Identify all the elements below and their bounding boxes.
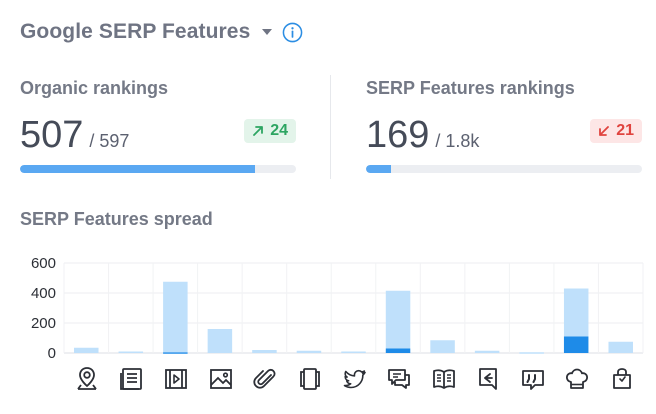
organic-delta-value: 24	[270, 122, 288, 139]
info-icon[interactable]	[282, 22, 303, 43]
y-tick-label: 600	[31, 255, 56, 272]
serp-rankings-total: / 1.8k	[435, 131, 480, 151]
bar-top-stories-total[interactable]	[118, 351, 144, 354]
recipes-icon[interactable]	[560, 362, 594, 396]
widget-header: Google SERP Features	[20, 20, 303, 44]
organic-rankings-card: Organic rankings 507/ 597 24	[20, 78, 296, 173]
serp-feature-icon-row	[0, 362, 656, 398]
organic-rankings-label: Organic rankings	[20, 78, 169, 98]
organic-progress-fill	[20, 165, 255, 173]
bar-reviews-total[interactable]	[519, 352, 544, 354]
organic-rankings-total: / 597	[89, 131, 130, 151]
reviews-icon[interactable]	[516, 362, 550, 396]
bar-videos-owned[interactable]	[163, 352, 188, 354]
sitelinks-icon[interactable]	[248, 362, 282, 396]
bar-recipes-owned[interactable]	[563, 336, 589, 354]
knowledge-panel-icon[interactable]	[293, 362, 327, 396]
chevron-down-icon[interactable]	[262, 29, 273, 35]
organic-rankings-value: 507	[20, 114, 84, 156]
y-tick-label: 200	[31, 315, 56, 332]
bar-recipes-total[interactable]	[563, 288, 589, 337]
bar-sitelinks-total[interactable]	[252, 350, 277, 353]
serp-progress-fill	[366, 165, 391, 173]
serp-progress-track	[366, 165, 642, 173]
serp-delta-value: 21	[616, 122, 634, 139]
divider	[330, 75, 331, 179]
serp-delta-badge: 21	[590, 119, 642, 143]
bar-twitter-total[interactable]	[341, 351, 366, 354]
people-also-ask-icon[interactable]	[382, 362, 416, 396]
serp-features-chart: 600 400 200 0	[31, 255, 644, 360]
y-tick-label: 0	[48, 345, 56, 360]
widget-title[interactable]: Google SERP Features	[20, 20, 251, 43]
image-icon[interactable]	[204, 362, 238, 396]
bar-shopping-total[interactable]	[608, 341, 633, 353]
arrow-down-left-icon	[599, 126, 610, 136]
bar-thumbnail-total[interactable]	[474, 350, 500, 353]
y-tick-label: 400	[31, 285, 56, 302]
arrow-up-right-icon	[253, 126, 264, 136]
organic-progress-track	[20, 165, 296, 173]
thumbnail-icon[interactable]	[471, 362, 505, 396]
bar-people-also-ask-owned[interactable]	[385, 348, 411, 354]
location-pin-icon[interactable]	[70, 362, 104, 396]
video-icon[interactable]	[159, 362, 193, 396]
shopping-icon[interactable]	[605, 362, 639, 396]
serp-rankings-value: 169	[366, 114, 430, 156]
bar-videos-total[interactable]	[163, 281, 188, 353]
top-stories-icon[interactable]	[115, 362, 149, 396]
serp-rankings-label: SERP Features rankings	[366, 78, 575, 98]
bar-images-total[interactable]	[207, 329, 233, 353]
bar-local-pack-total[interactable]	[74, 347, 99, 353]
featured-snippet-icon[interactable]	[427, 362, 461, 396]
organic-delta-badge: 24	[244, 119, 296, 143]
serp-spread-title: SERP Features spread	[20, 209, 213, 229]
serp-rankings-card: SERP Features rankings 169/ 1.8k 21	[366, 78, 642, 173]
bar-knowledge-panel-total[interactable]	[296, 350, 322, 353]
twitter-icon[interactable]	[338, 362, 372, 396]
bar-people-also-ask-total[interactable]	[385, 290, 411, 349]
bar-featured-snippet-total[interactable]	[430, 340, 455, 353]
